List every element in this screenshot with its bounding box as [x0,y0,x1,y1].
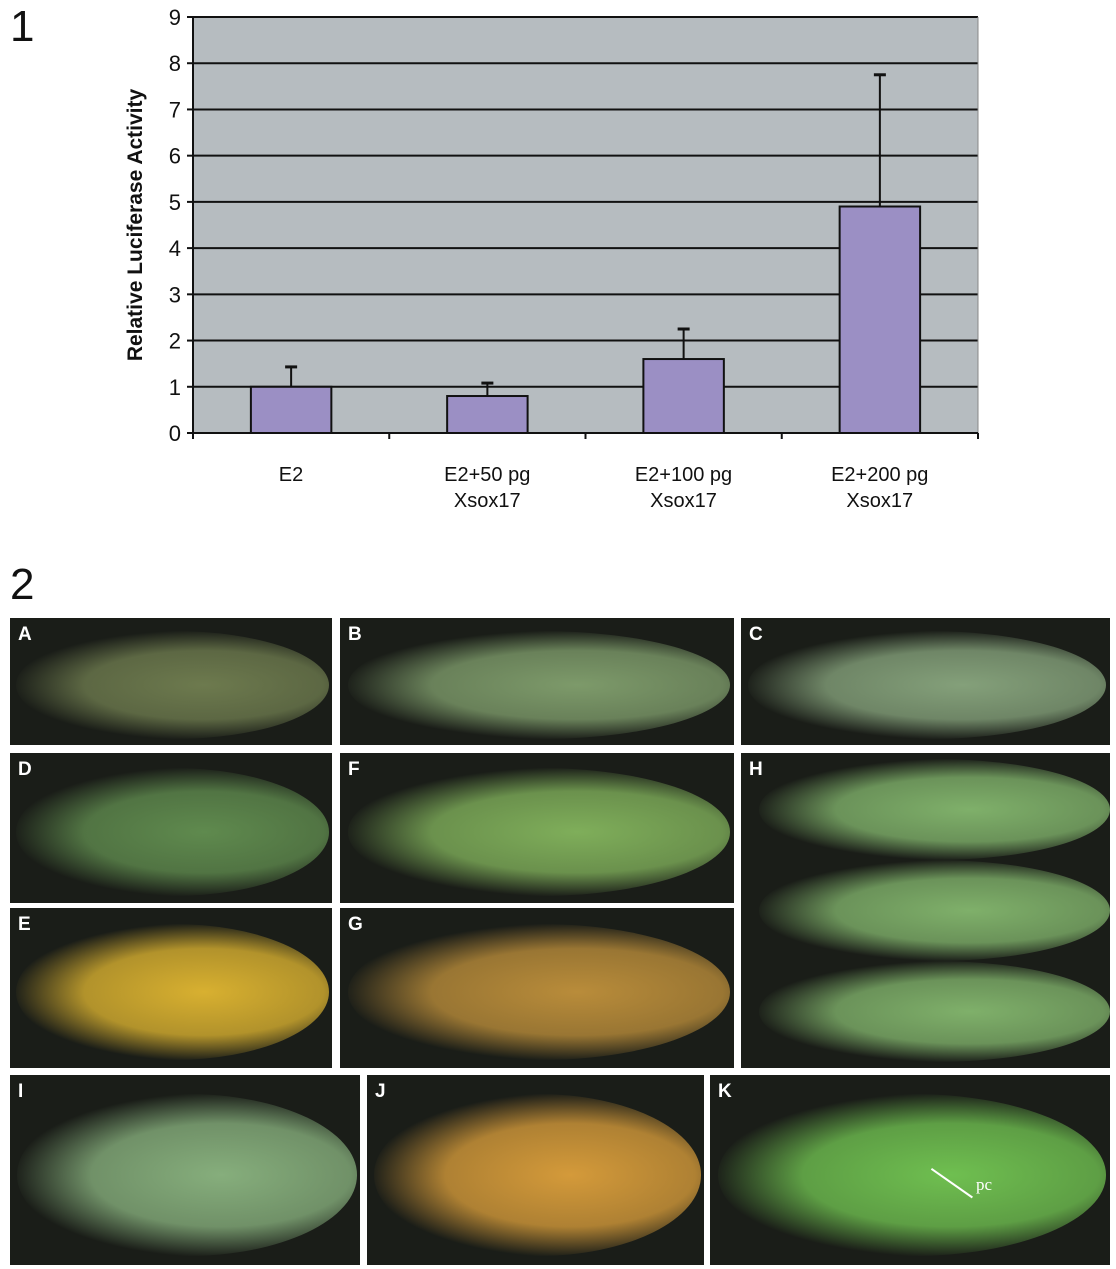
embryo-image [759,960,1110,1062]
y-tick-label: 6 [169,144,181,169]
embryo-image [718,1094,1106,1256]
x-tick-label-line: Xsox17 [650,490,717,512]
x-tick-label: E2+200 pg Xsox17 [782,462,978,514]
embryo-image [347,768,731,896]
x-tick-label-line: Xsox17 [453,490,521,512]
embryo-image [17,1094,357,1256]
y-tick-label: 5 [169,190,181,215]
panel-label: G [348,914,363,935]
embryo-image [16,630,329,739]
x-tick-label-line: Xsox17 [846,490,914,512]
embryo-image [759,759,1110,861]
pc-annotation: pc [976,1175,993,1194]
y-axis-title: Relative Luciferase Activity [124,89,147,362]
photo-panel-d: D [10,753,332,903]
bar-chart: 0 1 2 3 4 5 6 7 8 9 Relative Luciferase Activity [124,5,979,446]
panel-label: F [348,759,360,780]
figure-part-1-label: 1 [10,2,35,51]
y-tick-label: 0 [169,421,181,446]
panel-label: A [18,624,32,645]
bar-e2-100-pg-xsox17 [642,358,725,434]
x-tick-label-line: E2+200 pg [831,464,929,486]
photo-panel-a: A [10,618,332,745]
photo-panel-f: F [340,753,734,903]
x-tick-label: E2+100 pg Xsox17 [586,462,782,514]
y-tick-label: 3 [169,282,181,307]
embryo-image [373,1094,701,1256]
figure-part-2-label: 2 [10,560,35,609]
photo-panel-b: B [340,618,734,745]
panel-label: D [18,759,32,780]
panel-label: C [749,624,763,645]
embryo-image [748,630,1107,739]
photo-panel-h: H [741,753,1110,1068]
panel-label: B [348,624,362,645]
x-tick-label-line: E2+50 pg [444,464,531,486]
bar-e2-50-pg-xsox17 [446,395,529,434]
bar-e2-200-pg-xsox17 [838,205,922,434]
x-tick-label: E2+50 pg Xsox17 [389,462,585,514]
y-tick-label: 2 [169,329,181,354]
y-tick-label: 7 [169,97,181,122]
photo-panel-j: J [367,1075,704,1265]
embryo-image [16,924,329,1060]
bar-e2 [249,385,333,434]
embryo-image [347,630,731,739]
x-tick-label: E2 [193,462,389,488]
photo-panel-i: I [10,1075,360,1265]
photo-panel-g: G [340,908,734,1068]
panel-label: J [375,1081,386,1102]
panel-label: I [18,1081,24,1102]
y-tick-label: 4 [169,236,181,261]
panel-label: K [718,1081,732,1102]
y-tick-label: 8 [169,51,181,76]
x-tick-label-line: E2 [278,464,304,486]
x-tick-label-line: E2+100 pg [634,464,733,486]
embryo-image [16,768,329,896]
panel-label: H [749,759,763,780]
y-tick-label: 1 [169,375,181,400]
y-tick-label: 9 [169,5,181,30]
photo-panel-c: C [741,618,1110,745]
embryo-image [759,860,1110,961]
photo-panel-e: E [10,908,332,1068]
panel-label: E [18,914,31,935]
embryo-image [347,924,731,1060]
